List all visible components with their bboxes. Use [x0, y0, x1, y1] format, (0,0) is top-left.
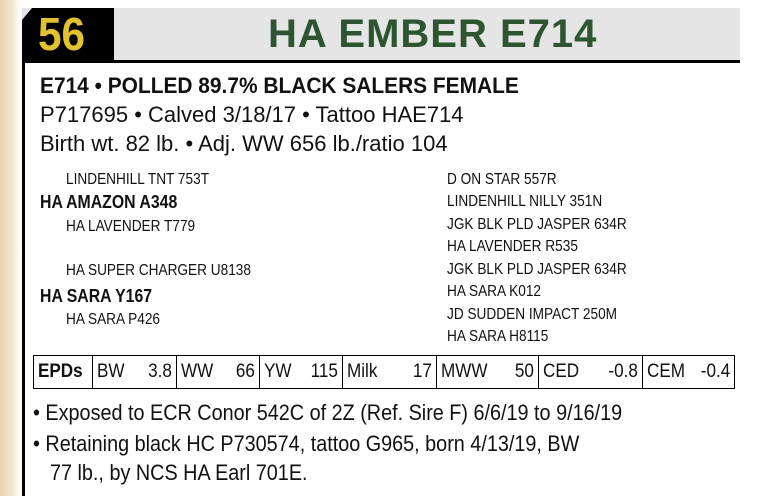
dam-sire: HA SUPER CHARGER U8138: [66, 262, 251, 279]
dam-dam: HA SARA P426: [66, 311, 161, 328]
description-line3: Birth wt. 82 lb. • Adj. WW 656 lb./ratio…: [40, 131, 448, 156]
grandparent: JGK BLK PLD JASPER 634R: [447, 216, 627, 233]
epd-label: EPDs: [33, 355, 93, 389]
epd-bw: BW 3.8: [91, 355, 177, 389]
divider: [22, 60, 740, 63]
note-calf-continued: 77 lb., by NCS HA Earl 701E.: [50, 460, 308, 485]
grandparent: D ON STAR 557R: [447, 171, 557, 188]
animal-name: HA EMBER E714: [268, 12, 598, 56]
epd-ww: WW 66: [175, 355, 260, 389]
epd-milk: Milk 17: [341, 355, 437, 389]
epd-mww: MWW 50: [435, 355, 539, 389]
background-texture: [0, 0, 20, 496]
epd-ced: CED -0.8: [537, 355, 643, 389]
grandparent: JGK BLK PLD JASPER 634R: [447, 261, 627, 278]
grandparent: HA SARA K012: [447, 283, 542, 300]
left-border: [22, 60, 25, 496]
lot-number-box: [22, 8, 114, 60]
grandparent: JD SUDDEN IMPACT 250M: [447, 306, 618, 323]
sire-dam: HA LAVENDER T779: [66, 218, 196, 235]
sire: HA AMAZON A348: [40, 192, 178, 212]
lot-number: 56: [38, 8, 86, 60]
description-line1: E714 • POLLED 89.7% BLACK SALERS FEMALE: [40, 73, 519, 98]
grandparent: HA SARA H8115: [447, 328, 549, 345]
epd-table: EPDs BW 3.8 WW 66 YW 115 Milk 17 MWW 50 CED -0…: [33, 355, 736, 389]
grandparent: HA LAVENDER R535: [447, 238, 578, 255]
note-calf: • Retaining black HC P730574, tattoo G96…: [33, 431, 580, 456]
epd-cem: CEM -0.4: [641, 355, 736, 389]
sire-sire: LINDENHILL TNT 753T: [66, 171, 210, 188]
description-line2: P717695 • Calved 3/18/17 • Tattoo HAE714: [40, 102, 464, 127]
note-exposure: • Exposed to ECR Conor 542C of 2Z (Ref. …: [33, 400, 623, 425]
epd-yw: YW 115: [258, 355, 343, 389]
header-bar: [22, 8, 740, 60]
dam: HA SARA Y167: [40, 286, 153, 306]
grandparent: LINDENHILL NILLY 351N: [447, 193, 603, 210]
